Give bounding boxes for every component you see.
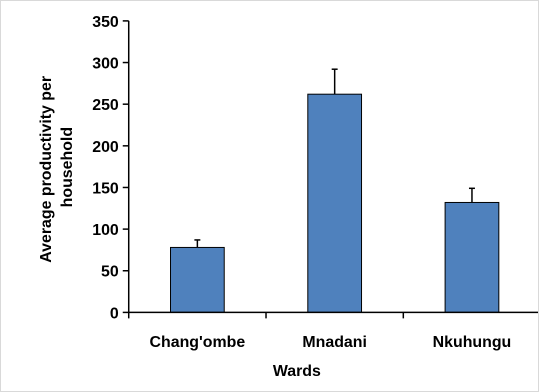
x-axis-title: Wards — [273, 363, 321, 380]
bars-group — [170, 93, 500, 313]
y-tick-label-2: 100 — [92, 222, 119, 239]
x-ticks-group: Chang'ombe Mnadani Nkuhungu — [127, 312, 512, 351]
error-bars-group — [194, 68, 475, 248]
y-tick-label-0: 0 — [110, 305, 119, 322]
x-tick-label-1: Mnadani — [302, 334, 367, 351]
x-tick-label-0: Chang'ombe — [150, 334, 246, 351]
bar-0 — [170, 246, 225, 313]
x-tick-label-2: Nkuhungu — [433, 334, 512, 351]
y-axis-title: Average productivity per household — [38, 72, 76, 263]
y-tick-label-6: 300 — [92, 56, 119, 73]
y-tick-label-5: 250 — [92, 97, 119, 114]
y-tick-label-7: 350 — [92, 14, 119, 31]
y-axis-title-line-2: household — [59, 127, 76, 207]
y-tick-label-1: 50 — [101, 264, 119, 281]
y-tick-label-3: 150 — [92, 180, 119, 197]
y-ticks-group: 0 50 100 150 200 250 300 350 — [92, 14, 129, 322]
y-tick-label-4: 200 — [92, 139, 119, 156]
bar-1 — [307, 93, 363, 313]
y-axis-title-line-1: Average productivity per — [38, 76, 55, 263]
bar-2 — [444, 201, 500, 313]
plot-area: 0 50 100 150 200 250 300 350 Chang'ombe Mnadani N… — [92, 14, 538, 351]
